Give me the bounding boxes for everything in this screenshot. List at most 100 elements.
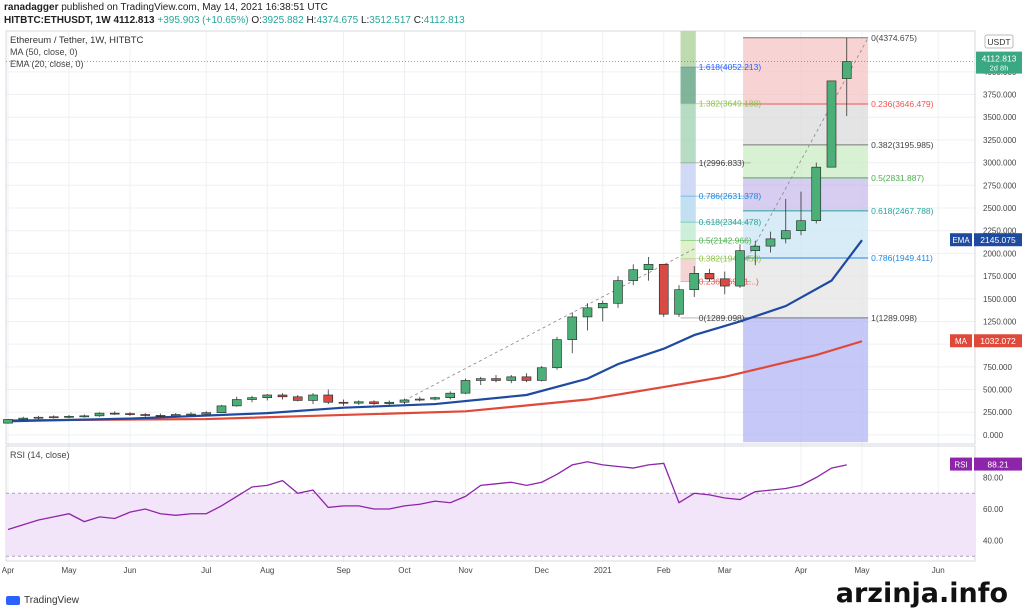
- rsi-tick-label: 60.00: [983, 505, 1004, 514]
- price-chart[interactable]: 4000.0003750.0003500.0003250.0003000.000…: [0, 28, 1024, 592]
- candle-body: [430, 397, 440, 400]
- time-tick-label: Oct: [398, 566, 411, 575]
- ma-legend: MA (50, close, 0): [10, 47, 78, 57]
- candle-body: [475, 378, 486, 381]
- time-tick-label: Jun: [124, 566, 137, 575]
- time-tick-label: Sep: [336, 566, 351, 575]
- rsi-value-label: 88.21: [987, 460, 1009, 470]
- fib-left-label: 1.382(3649.188): [699, 99, 762, 109]
- last-price: 4112.813: [113, 15, 155, 26]
- fib-right-zone: [743, 317, 869, 443]
- fib-right-label: 0.5(2831.887): [871, 173, 924, 183]
- header-bar: ranadagger published on TradingView.com,…: [0, 0, 1024, 28]
- tradingview-logo[interactable]: TradingView: [6, 595, 79, 606]
- candle-body: [445, 392, 456, 399]
- fib-left-label: 1(2996.833): [699, 158, 745, 168]
- ema-20-line: [7, 239, 863, 423]
- candle-body: [109, 412, 120, 415]
- candle-body: [125, 413, 135, 415]
- time-tick-label: Dec: [535, 566, 549, 575]
- time-tick-label: May: [61, 566, 76, 575]
- candle-body: [231, 399, 242, 407]
- price-tick-label: 3250.000: [983, 136, 1017, 145]
- fib-left-zone: [680, 240, 696, 259]
- candle-body: [521, 376, 532, 381]
- candle-body: [308, 394, 318, 401]
- time-tick-label: Apr: [2, 566, 15, 575]
- candle-body: [247, 397, 257, 400]
- candle-body: [33, 416, 44, 419]
- candle-body: [338, 401, 349, 404]
- price-change: +395.903 (+10.65%): [157, 15, 249, 26]
- fib-left-label: 0.5(2142.966): [699, 235, 752, 245]
- candle-body: [277, 394, 288, 398]
- candle-body: [140, 414, 151, 416]
- rsi-name-label: RSI: [954, 461, 967, 470]
- time-tick-label: Apr: [795, 566, 808, 575]
- fib-left-zone: [680, 67, 696, 104]
- candle-body: [552, 339, 562, 369]
- fib-right-zone: [743, 177, 869, 211]
- fib-right-label: 0.236(3646.479): [871, 99, 934, 109]
- candle-body: [64, 416, 74, 418]
- trend-line-left: [404, 248, 695, 401]
- price-tick-label: 2750.000: [983, 181, 1017, 190]
- candle-body: [155, 415, 166, 417]
- price-tick-label: 500.000: [983, 386, 1012, 395]
- price-tick-label: 1500.000: [983, 295, 1017, 304]
- candle-body: [48, 416, 59, 419]
- ema-legend: EMA (20, close, 0): [10, 59, 84, 69]
- candle-body: [323, 394, 334, 403]
- rsi-value-badge: [974, 457, 1022, 471]
- rsi-line: [7, 461, 847, 531]
- fib-left-zone: [680, 222, 696, 241]
- time-tick-label: Jun: [932, 566, 945, 575]
- price-tick-label: 1250.000: [983, 317, 1017, 326]
- candle-body: [292, 396, 303, 401]
- candle-body: [536, 367, 547, 381]
- ohlc-close: 4112.813: [423, 15, 465, 26]
- ma-value-badge: [974, 334, 1022, 348]
- candle-body: [582, 307, 593, 318]
- footer: TradingView: [0, 592, 1024, 611]
- ema-name-label: EMA: [952, 236, 970, 245]
- tradingview-brand: TradingView: [24, 595, 80, 606]
- fib-right-zone: [743, 210, 869, 259]
- price-tick-label: 3500.000: [983, 113, 1017, 122]
- price-tick-label: 2000.000: [983, 249, 1017, 258]
- ma-value-label: 1032.072: [980, 336, 1016, 346]
- price-badge-sub: 2d 8h: [990, 64, 1009, 73]
- fib-left-zone: [680, 196, 696, 223]
- candle-body: [94, 412, 105, 417]
- rsi-tick-label: 40.00: [983, 537, 1004, 546]
- candle-body: [841, 61, 852, 79]
- candle-body: [689, 273, 700, 290]
- time-tick-label: Mar: [718, 566, 732, 575]
- ohlc-open: 3925.882: [261, 15, 304, 26]
- author-name[interactable]: ranadagger: [4, 2, 59, 13]
- candle-body: [674, 289, 684, 315]
- tradingview-logo-icon: [6, 596, 20, 605]
- candle-body: [643, 263, 654, 271]
- ema-name-badge: [950, 233, 972, 247]
- fib-right-label: 1(1289.098): [871, 313, 917, 323]
- candle-body: [262, 394, 273, 399]
- candle-body: [628, 269, 639, 281]
- candle-body: [79, 415, 90, 418]
- price-tick-label: 3000.000: [983, 159, 1017, 168]
- price-tick-label: 250.000: [983, 408, 1012, 417]
- chart-title: Ethereum / Tether, 1W, HITBTC: [10, 35, 144, 46]
- fib-left-zone: [680, 103, 696, 163]
- fib-right-zone: [743, 103, 869, 145]
- ohlc-c-label: C:: [413, 15, 424, 26]
- candle-body: [399, 399, 410, 403]
- time-tick-label: Feb: [657, 566, 671, 575]
- fib-right-zone: [743, 258, 869, 318]
- candle-body: [3, 419, 13, 424]
- fib-left-label: 0(1289.098): [699, 313, 745, 323]
- candle-body: [597, 303, 608, 309]
- watermark: arzinja.info: [835, 578, 1008, 609]
- currency-box: [984, 34, 1014, 49]
- time-tick-label: Aug: [260, 566, 274, 575]
- ma-name-label: MA: [955, 337, 968, 346]
